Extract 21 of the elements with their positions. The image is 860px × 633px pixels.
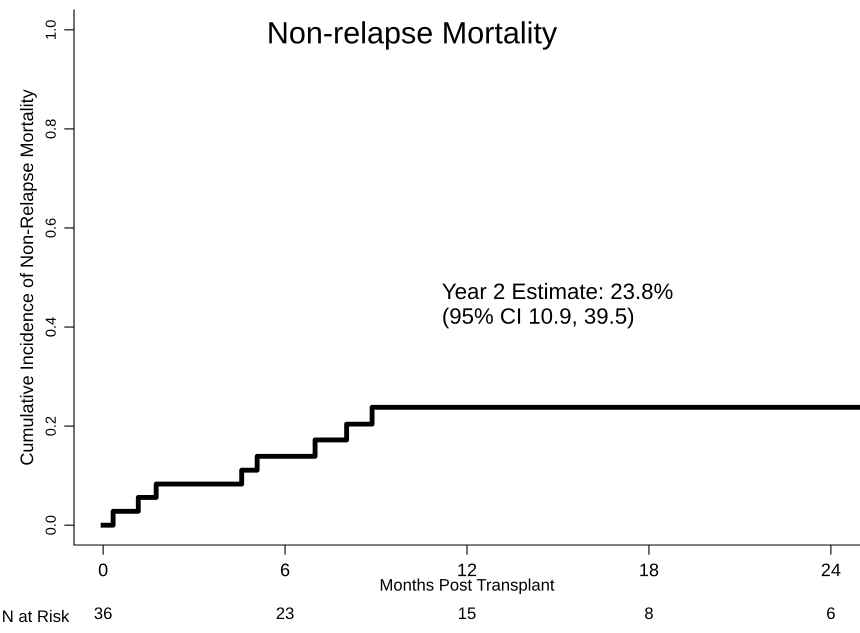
- x-tick-label: 18: [640, 564, 658, 576]
- text: 36: [94, 607, 112, 620]
- text: 23: [276, 607, 294, 620]
- y-tick-label: 0.0: [46, 516, 56, 535]
- text: N at Risk: [3, 610, 70, 622]
- text: 8: [645, 607, 653, 620]
- y-tick-label: 0.6: [46, 218, 56, 238]
- y-tick-label: 1.0: [46, 20, 56, 39]
- y-tick-label: 0.2: [46, 416, 56, 436]
- x-tick-label: 12: [458, 564, 476, 576]
- y-tick-label: 0.8: [46, 119, 56, 138]
- x-tick-label: 6: [280, 564, 290, 576]
- x-axis-title: Months Post Transplant: [380, 578, 554, 594]
- chart-title: Non-relapse Mortality: [269, 21, 558, 50]
- y-axis-title: Cumulative Incidence of Non-Relapse Mortality: [20, 89, 37, 465]
- x-tick-label: 24: [822, 564, 840, 576]
- text: 15: [459, 608, 476, 620]
- y-tick-label: 0.4: [46, 317, 56, 337]
- annotation: Year 2 Estimate: 23.8% (95% CI 10.9, 39.5): [442, 282, 672, 328]
- x-tick-label: 0: [98, 564, 108, 576]
- text: 6: [827, 607, 835, 620]
